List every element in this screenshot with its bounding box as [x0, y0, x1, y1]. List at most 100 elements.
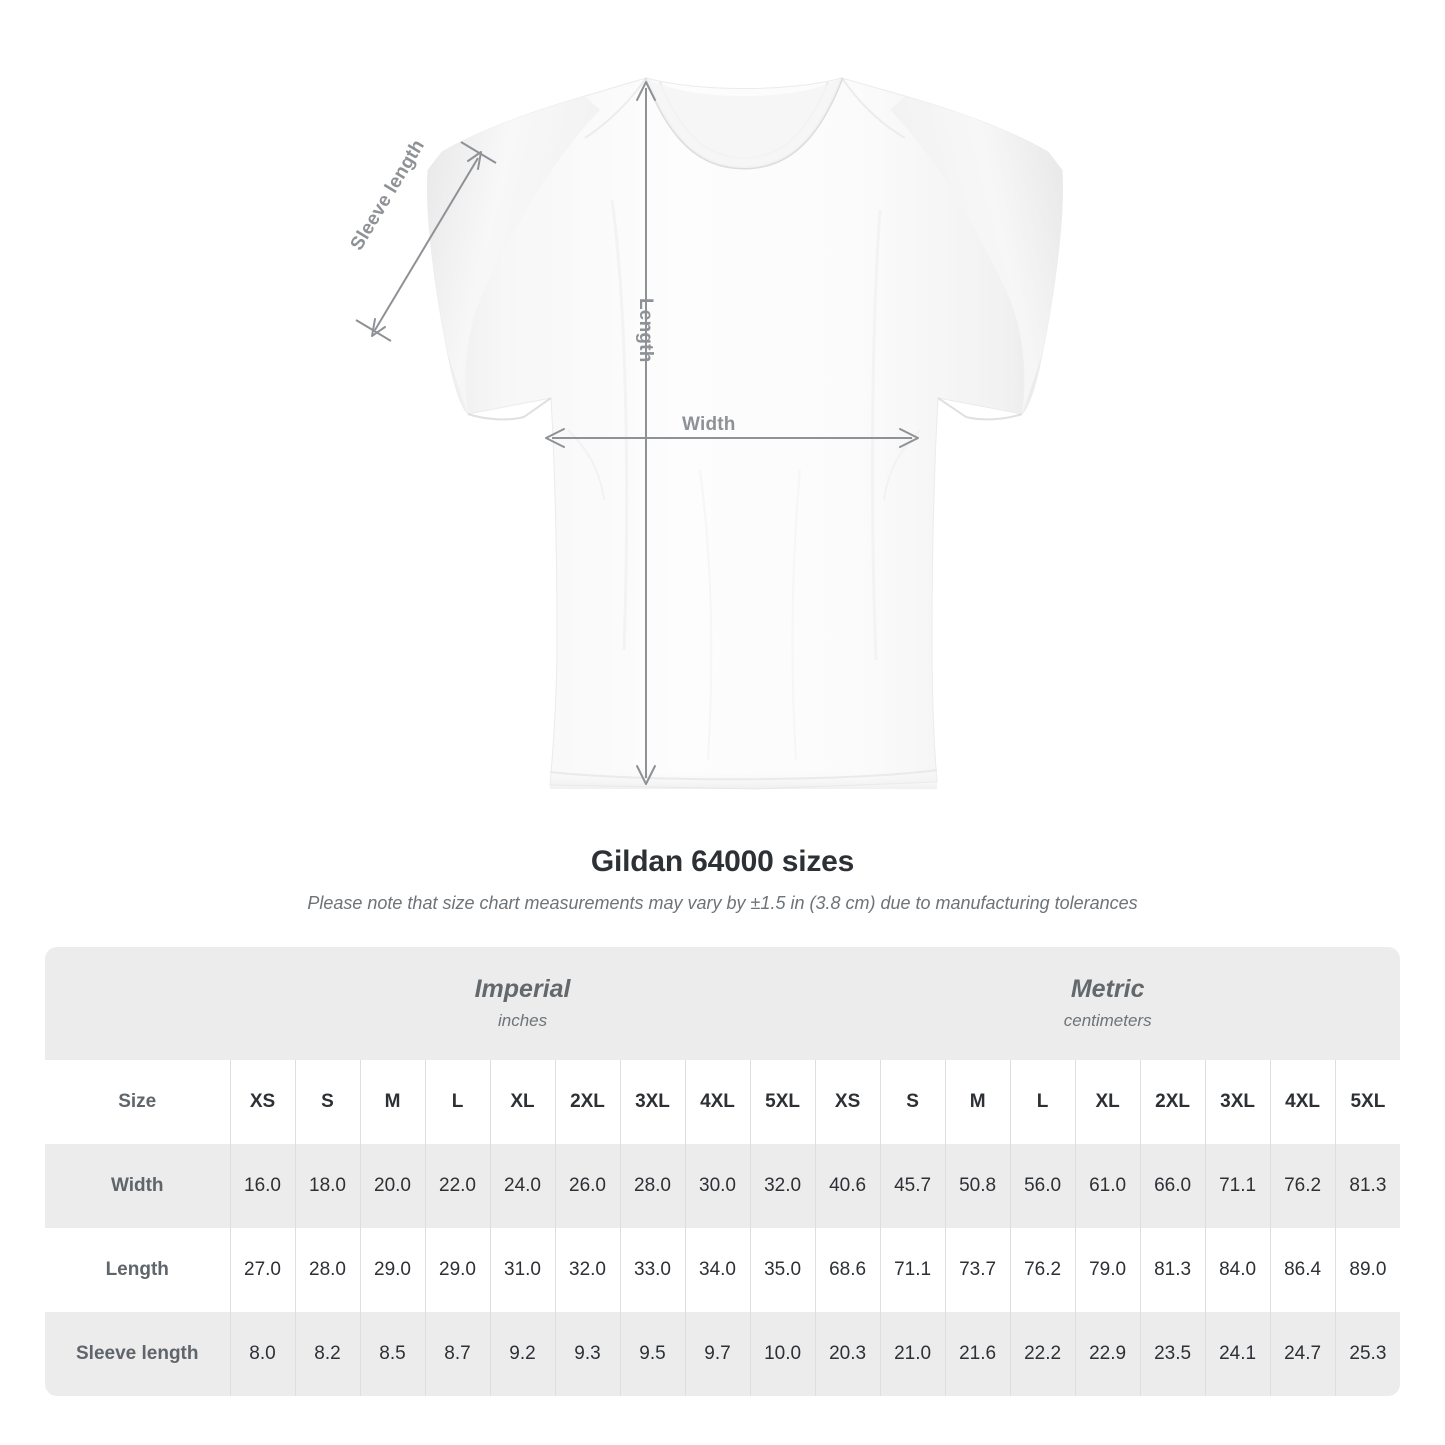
unit-group-sub: inches — [497, 1010, 548, 1030]
size-header-imperial-xl: XL — [489, 1060, 555, 1144]
cell-imperial-xl: 24.0 — [489, 1144, 555, 1228]
cell-metric-m: 21.6 — [944, 1312, 1011, 1396]
size-header-imperial-3xl: 3XL — [619, 1060, 685, 1144]
cell-metric-xs: 68.6 — [814, 1228, 881, 1312]
unit-banner-spacer — [45, 947, 230, 1060]
cell-imperial-m: 8.5 — [359, 1312, 425, 1396]
page-title: Gildan 64000 sizes — [590, 845, 855, 878]
cell-metric-s: 71.1 — [879, 1228, 946, 1312]
cell-metric-xl: 22.9 — [1074, 1312, 1141, 1396]
width-arrow — [545, 428, 919, 448]
tshirt-body-shape — [426, 77, 1064, 790]
table-row: Width 16.0 18.0 20.0 22.0 24.0 26.0 28.0 30.0 32.… — [45, 1144, 1401, 1228]
cell-metric-5xl: 89.0 — [1334, 1228, 1401, 1312]
cell-imperial-xs: 16.0 — [229, 1144, 295, 1228]
unit-group-imperial: Imperial inches — [230, 947, 816, 1060]
width-label: Width — [682, 414, 736, 435]
cell-metric-xl: 79.0 — [1074, 1228, 1141, 1312]
cell-metric-2xl: 23.5 — [1139, 1312, 1206, 1396]
cell-imperial-xs: 8.0 — [229, 1312, 295, 1396]
size-chart-table-wrap: Imperial inches Metric centimeters Size XS S M L… — [45, 947, 1401, 1396]
size-header-imperial-s: S — [294, 1060, 360, 1144]
cell-imperial-l: 8.7 — [424, 1312, 490, 1396]
cell-metric-4xl: 86.4 — [1269, 1228, 1336, 1312]
unit-banner-row: Imperial inches Metric centimeters — [45, 947, 1401, 1060]
size-chart-table: Imperial inches Metric centimeters Size XS S M L… — [45, 947, 1401, 1396]
cell-imperial-m: 20.0 — [359, 1144, 425, 1228]
cell-metric-l: 22.2 — [1009, 1312, 1076, 1396]
size-header-imperial-m: M — [359, 1060, 425, 1144]
length-label: Length — [635, 298, 656, 363]
row-label-length: Length — [45, 1228, 230, 1312]
size-header-imperial-xs: XS — [229, 1060, 295, 1144]
cell-metric-xl: 61.0 — [1074, 1144, 1141, 1228]
length-arrow — [636, 81, 656, 785]
size-header-metric-4xl: 4XL — [1269, 1060, 1336, 1144]
cell-metric-s: 21.0 — [879, 1312, 946, 1396]
cell-imperial-3xl: 33.0 — [619, 1228, 685, 1312]
cell-imperial-s: 28.0 — [294, 1228, 360, 1312]
cell-metric-s: 45.7 — [879, 1144, 946, 1228]
cell-imperial-m: 29.0 — [359, 1228, 425, 1312]
size-header-imperial-5xl: 5XL — [749, 1060, 816, 1144]
cell-metric-3xl: 71.1 — [1204, 1144, 1271, 1228]
size-header-metric-s: S — [879, 1060, 946, 1144]
cell-imperial-3xl: 28.0 — [619, 1144, 685, 1228]
cell-metric-m: 50.8 — [944, 1144, 1011, 1228]
cell-imperial-2xl: 32.0 — [554, 1228, 620, 1312]
cell-imperial-3xl: 9.5 — [619, 1312, 685, 1396]
cell-metric-xs: 20.3 — [814, 1312, 881, 1396]
cell-imperial-4xl: 34.0 — [684, 1228, 750, 1312]
cell-metric-xs: 40.6 — [814, 1144, 881, 1228]
cell-metric-2xl: 81.3 — [1139, 1228, 1206, 1312]
size-header-imperial-l: L — [424, 1060, 490, 1144]
size-header-metric-xs: XS — [814, 1060, 881, 1144]
size-header-imperial-2xl: 2XL — [554, 1060, 620, 1144]
size-header-metric-xl: XL — [1074, 1060, 1141, 1144]
cell-imperial-xl: 9.2 — [489, 1312, 555, 1396]
cell-metric-l: 56.0 — [1009, 1144, 1076, 1228]
cell-imperial-xl: 31.0 — [489, 1228, 555, 1312]
cell-imperial-l: 22.0 — [424, 1144, 490, 1228]
cell-metric-l: 76.2 — [1009, 1228, 1076, 1312]
table-row: Sleeve length 8.0 8.2 8.5 8.7 9.2 9.3 9.5 9.7 10.… — [45, 1312, 1401, 1396]
size-header-row: Size XS S M L XL 2XL 3XL 4XL 5XL XS S M L XL 2XL 3XL 4XL 5… — [45, 1060, 1401, 1144]
size-header-metric-3xl: 3XL — [1204, 1060, 1271, 1144]
title-block: Gildan 64000 sizes Please note that size… — [0, 845, 1445, 914]
row-label-width: Width — [45, 1144, 230, 1228]
cell-metric-5xl: 25.3 — [1334, 1312, 1401, 1396]
size-header-metric-5xl: 5XL — [1334, 1060, 1401, 1144]
cell-metric-3xl: 24.1 — [1204, 1312, 1271, 1396]
tshirt-illustration — [355, 77, 1064, 790]
sleeve-length-arrow — [355, 141, 497, 342]
cell-metric-m: 73.7 — [944, 1228, 1011, 1312]
cell-imperial-s: 18.0 — [294, 1144, 360, 1228]
cell-metric-5xl: 81.3 — [1334, 1144, 1401, 1228]
cell-imperial-2xl: 9.3 — [554, 1312, 620, 1396]
size-header-metric-m: M — [944, 1060, 1011, 1144]
cell-imperial-5xl: 35.0 — [749, 1228, 816, 1312]
size-header-label: Size — [45, 1060, 230, 1144]
size-header-metric-l: L — [1009, 1060, 1076, 1144]
cell-imperial-2xl: 26.0 — [554, 1144, 620, 1228]
cell-imperial-5xl: 10.0 — [749, 1312, 816, 1396]
cell-imperial-4xl: 9.7 — [684, 1312, 750, 1396]
cell-imperial-4xl: 30.0 — [684, 1144, 750, 1228]
tshirt-diagram: Sleeve length Length Width — [347, 77, 1064, 790]
measurement-annotations — [355, 81, 919, 785]
unit-group-metric: Metric centimeters — [815, 947, 1401, 1060]
cell-imperial-5xl: 32.0 — [749, 1144, 816, 1228]
size-header-imperial-4xl: 4XL — [684, 1060, 750, 1144]
cell-imperial-l: 29.0 — [424, 1228, 490, 1312]
tolerance-note: Please note that size chart measurements… — [307, 893, 1138, 913]
size-header-metric-2xl: 2XL — [1139, 1060, 1206, 1144]
cell-metric-2xl: 66.0 — [1139, 1144, 1206, 1228]
table-row: Length 27.0 28.0 29.0 29.0 31.0 32.0 33.0 34.0 35… — [45, 1228, 1401, 1312]
unit-group-sub: centimeters — [1063, 1010, 1152, 1030]
cell-imperial-s: 8.2 — [294, 1312, 360, 1396]
cell-metric-4xl: 24.7 — [1269, 1312, 1336, 1396]
cell-metric-3xl: 84.0 — [1204, 1228, 1271, 1312]
cell-imperial-xs: 27.0 — [229, 1228, 295, 1312]
unit-group-name: Metric — [1070, 975, 1145, 1004]
row-label-sleeve-length: Sleeve length — [45, 1312, 230, 1396]
